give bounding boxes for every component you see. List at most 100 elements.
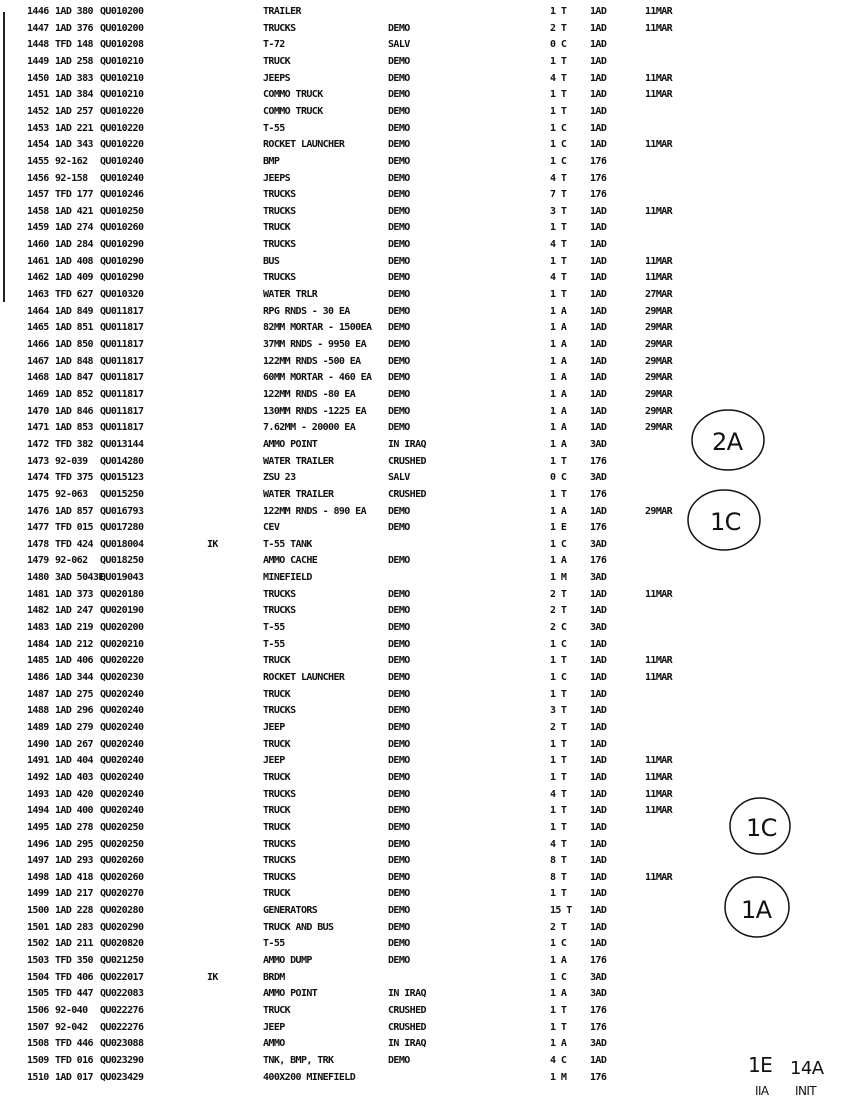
grid-code: QU010200 (100, 22, 144, 34)
table-row: 1460 1AD 284 QU010290 TRUCKS DEMO 4 T 1AD (0, 238, 720, 252)
unit: 1AD (590, 22, 607, 34)
grid-code: QU010208 (100, 39, 144, 51)
unit: 176 (590, 488, 607, 500)
grid-code: QU022017 (100, 971, 144, 983)
item-description: T-72 (263, 39, 285, 51)
quantity: 2 T (550, 721, 567, 733)
table-row: 1471 1AD 853 QU011817 7.62MM - 20000 EA DEMO… (0, 421, 720, 435)
date: 29MAR (645, 355, 673, 367)
quantity: 4 T (550, 72, 567, 84)
status: DEMO (388, 805, 410, 817)
unit: 3AD (590, 572, 607, 584)
status: DEMO (388, 322, 410, 334)
unit: 1AD (590, 255, 607, 267)
quantity: 1 T (550, 289, 567, 301)
unit: 1AD (590, 55, 607, 67)
item-description: AMMO DUMP (263, 955, 312, 967)
date: 11MAR (645, 755, 673, 767)
quantity: 1 C (550, 672, 567, 683)
table-row: 1456 92-158 QU010240 JEEPS DEMO 4 T 176 (0, 172, 720, 186)
grid-code: QU010210 (100, 72, 144, 84)
grid-code: QU020250 (100, 838, 144, 850)
unit-id: TFD 382 (55, 438, 94, 450)
unit-id: 92-162 (55, 155, 88, 167)
quantity: 1 T (550, 255, 567, 267)
record-number: 1470 (27, 405, 49, 417)
table-row: 1450 1AD 383 QU010210 JEEPS DEMO 4 T 1AD 11MAR (0, 72, 720, 86)
status: DEMO (388, 638, 410, 650)
item-description: T-55 (263, 638, 285, 650)
table-row: 1487 1AD 275 QU020240 TRUCK DEMO 1 T 1AD (0, 688, 720, 702)
unit-id: 1AD 400 (55, 805, 94, 817)
unit: 3AD (590, 622, 607, 634)
record-number: 1479 (27, 555, 49, 567)
status: DEMO (388, 55, 410, 67)
table-row: 1481 1AD 373 QU020180 TRUCKS DEMO 2 T 1AD 11MAR (0, 588, 720, 602)
grid-code: QU020240 (100, 755, 144, 767)
grid-code: QU023429 (100, 1071, 144, 1083)
status: DEMO (388, 422, 410, 434)
unit: 1AD (590, 1054, 607, 1066)
unit-id: TFD 177 (55, 189, 94, 201)
item-description: JEEP (263, 1021, 285, 1033)
record-number: 1457 (27, 189, 49, 201)
record-number: 1469 (27, 388, 49, 400)
item-description: TRUCK (263, 688, 291, 700)
record-number: 1488 (27, 705, 49, 717)
status: DEMO (388, 888, 410, 900)
item-description: 122MM RNDS - 890 EA (263, 505, 367, 517)
item-description: TRUCK (263, 738, 291, 750)
quantity: 1 A (550, 955, 567, 967)
status: DEMO (388, 255, 410, 267)
record-number: 1465 (27, 322, 49, 334)
unit: 1AD (590, 605, 607, 617)
quantity: 1 T (550, 1005, 567, 1016)
unit-id: TFD 406 (55, 971, 94, 983)
status: DEMO (388, 189, 410, 201)
unit: 1AD (590, 888, 607, 900)
date: 11MAR (645, 871, 673, 883)
unit: 1AD (590, 638, 607, 650)
grid-code: QU020240 (100, 771, 144, 783)
quantity: 1 C (550, 538, 567, 550)
status: DEMO (388, 871, 410, 883)
record-number: 1463 (27, 289, 49, 301)
circle-annotation (687, 489, 761, 551)
quantity: 1 T (550, 738, 567, 750)
quantity: 1 T (550, 805, 567, 817)
record-number: 1473 (27, 455, 49, 467)
item-description: MINEFIELD (263, 572, 312, 584)
status: DEMO (388, 655, 410, 667)
item-description: T-55 (263, 122, 285, 134)
unit-id: 1AD 406 (55, 655, 94, 667)
item-description: JEEP (263, 721, 285, 733)
table-row: 1504 TFD 406 QU022017 IK BRDM 1 C 3AD (0, 971, 720, 985)
grid-code: QU015123 (100, 472, 144, 484)
unit-id: 1AD 852 (55, 388, 94, 400)
item-description: AMMO (263, 1038, 285, 1050)
record-number: 1492 (27, 771, 49, 783)
table-row: 1468 1AD 847 QU011817 60MM MORTAR - 460 EA D… (0, 371, 720, 385)
item-description: 60MM MORTAR - 460 EA (263, 372, 372, 384)
record-number: 1466 (27, 339, 49, 350)
grid-code: QU020290 (100, 921, 144, 933)
unit: 1AD (590, 39, 607, 51)
item-description: AMMO POINT (263, 438, 318, 450)
record-number: 1467 (27, 355, 49, 367)
unit-id: 1AD 293 (55, 855, 94, 867)
table-row: 1491 1AD 404 QU020240 JEEP DEMO 1 T 1AD 11MAR (0, 754, 720, 768)
date: 29MAR (645, 405, 673, 417)
quantity: 3 T (550, 205, 567, 217)
status: CRUSHED (388, 1005, 427, 1016)
record-number: 1493 (27, 788, 49, 800)
unit-id: 1AD 403 (55, 771, 94, 783)
item-description: TRUCKS (263, 272, 296, 284)
quantity: 4 T (550, 272, 567, 284)
record-number: 1489 (27, 721, 49, 733)
record-number: 1452 (27, 105, 49, 117)
unit: 1AD (590, 871, 607, 883)
grid-code: QU022083 (100, 988, 144, 1000)
table-row: 1497 1AD 293 QU020260 TRUCKS DEMO 8 T 1AD (0, 854, 720, 868)
quantity: 1 T (550, 1021, 567, 1033)
unit-id: 1AD 409 (55, 272, 94, 284)
